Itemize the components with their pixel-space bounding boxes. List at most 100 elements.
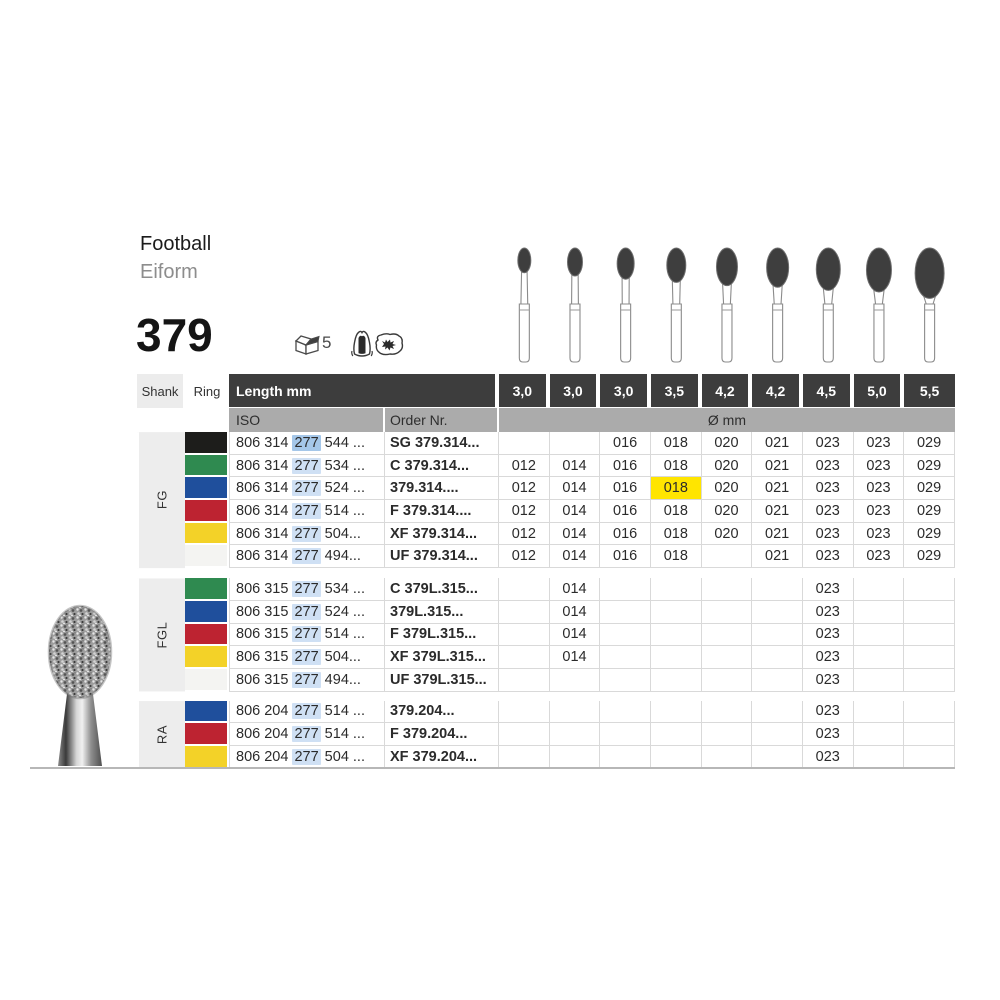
value-cell: 020 — [701, 477, 753, 501]
bottom-rule — [30, 767, 955, 769]
value-cell: 020 — [701, 432, 753, 455]
order-cell: F 379.204... — [385, 723, 499, 746]
bur-illustration — [815, 247, 841, 363]
iso-cell: 806 314 277 524 ... — [229, 477, 385, 501]
iso-highlight-277: 277 — [292, 626, 321, 643]
iso-highlight-277: 277 — [292, 525, 321, 542]
value-cell — [904, 700, 955, 724]
value-cell: 023 — [853, 432, 905, 455]
value-cell — [600, 745, 651, 769]
order-cell: C 379L.315... — [385, 578, 499, 601]
value-cell — [701, 668, 753, 692]
shank-label: FG — [137, 432, 185, 569]
value-cell: 023 — [802, 745, 854, 769]
value-cell — [853, 623, 905, 647]
ring-color-swatch-black — [185, 432, 229, 455]
value-cell — [904, 623, 955, 647]
length-header-cell: 5,0 — [853, 374, 905, 408]
value-cell — [650, 578, 702, 601]
value-cell: 023 — [853, 500, 905, 523]
length-header-cell: 4,2 — [752, 374, 803, 408]
iso-cell: 806 315 277 504... — [229, 646, 385, 669]
bur-illustration — [715, 247, 738, 363]
length-header-cell: 4,5 — [802, 374, 854, 408]
length-header-cell: 3,0 — [549, 374, 601, 408]
iso-cell: 806 315 277 524 ... — [229, 600, 385, 624]
shank-section-fg: FG 806 314 277 544 ... SG 379.314... 016 018… — [137, 432, 955, 569]
product-photo-football-bur — [47, 604, 113, 766]
value-cell: 014 — [549, 477, 601, 501]
value-cell: 023 — [802, 454, 854, 478]
iso-highlight-277: 277 — [292, 480, 321, 497]
value-cell — [650, 700, 702, 724]
order-cell: 379L.315... — [385, 600, 499, 624]
value-cell — [904, 723, 955, 746]
value-cell — [752, 745, 803, 769]
value-cell — [853, 700, 905, 724]
value-cell: 018 — [650, 500, 702, 523]
value-cell — [853, 723, 905, 746]
value-cell: 014 — [549, 500, 601, 523]
value-cell — [752, 623, 803, 647]
value-cell: 023 — [853, 545, 905, 569]
value-cell — [701, 723, 753, 746]
iso-cell: 806 204 277 514 ... — [229, 723, 385, 746]
value-cell: 023 — [802, 578, 854, 601]
order-cell: F 379.314.... — [385, 500, 499, 523]
value-cell — [701, 578, 753, 601]
shank-label: RA — [137, 700, 185, 769]
shank-label: FGL — [137, 578, 185, 692]
value-cell — [650, 723, 702, 746]
value-cell: 016 — [600, 454, 651, 478]
value-cell — [701, 623, 753, 647]
value-cell — [549, 668, 601, 692]
pack-box-icon — [294, 335, 320, 355]
value-cell — [904, 646, 955, 669]
length-header-cell: 4,2 — [701, 374, 753, 408]
value-cell: 020 — [701, 500, 753, 523]
value-cell — [701, 600, 753, 624]
value-cell — [499, 646, 550, 669]
iso-column-header: ISO — [229, 408, 385, 432]
bur-illustration — [616, 247, 635, 363]
value-cell: 018 — [650, 432, 702, 455]
value-cell — [499, 745, 550, 769]
value-cell: 023 — [802, 623, 854, 647]
length-header-cell: 5,5 — [904, 374, 955, 408]
iso-highlight-277: 277 — [292, 457, 321, 474]
order-nr-column-header: Order Nr. — [385, 408, 499, 432]
length-header-cell: 3,5 — [650, 374, 702, 408]
iso-highlight-277: 277 — [292, 649, 321, 666]
order-cell: XF 379L.315... — [385, 646, 499, 669]
product-table: Shank Ring Length mm ISO Order Nr. Ø mm … — [137, 374, 955, 769]
value-cell: 016 — [600, 522, 651, 546]
value-cell: 016 — [600, 432, 651, 455]
value-cell — [904, 668, 955, 692]
value-cell — [853, 600, 905, 624]
caries-excavation-icon — [375, 333, 404, 356]
ring-color-swatch-blue — [185, 600, 229, 624]
value-cell: 016 — [600, 477, 651, 501]
value-cell — [549, 700, 601, 724]
value-cell: 014 — [549, 623, 601, 647]
order-cell: SG 379.314... — [385, 432, 499, 455]
value-cell: 014 — [549, 646, 601, 669]
value-cell — [499, 600, 550, 624]
value-cell: 021 — [752, 500, 803, 523]
value-cell: 021 — [752, 432, 803, 455]
ring-color-swatch-green — [185, 578, 229, 601]
value-cell — [600, 723, 651, 746]
value-cell — [853, 668, 905, 692]
value-cell: 016 — [600, 545, 651, 569]
bur-illustration — [865, 247, 892, 363]
order-cell: 379.204... — [385, 700, 499, 724]
iso-highlight-277: 277 — [292, 671, 321, 688]
value-cell — [650, 668, 702, 692]
iso-cell: 806 314 277 544 ... — [229, 432, 385, 455]
ring-color-swatch-red — [185, 623, 229, 647]
value-cell: 012 — [499, 545, 550, 569]
value-cell: 023 — [802, 477, 854, 501]
value-cell: 012 — [499, 454, 550, 478]
iso-highlight-277: 277 — [292, 726, 321, 743]
